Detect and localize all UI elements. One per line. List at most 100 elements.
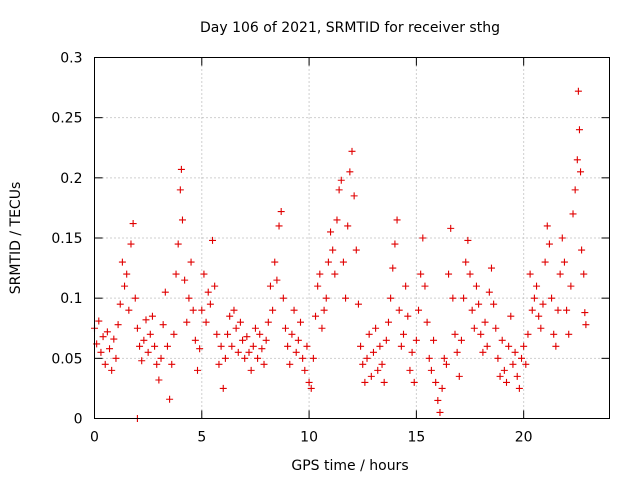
data-point	[191, 336, 199, 344]
data-point	[352, 246, 360, 254]
data-point	[114, 321, 122, 329]
data-point	[380, 378, 388, 386]
data-point	[457, 336, 465, 344]
x-tick-label: 15	[407, 430, 425, 446]
data-point	[131, 294, 139, 302]
data-point	[138, 357, 146, 365]
data-point	[384, 318, 392, 326]
data-point	[430, 336, 438, 344]
data-point	[397, 342, 405, 350]
data-point	[573, 156, 581, 164]
data-point	[194, 366, 201, 374]
data-point	[376, 342, 384, 350]
data-point	[548, 294, 556, 302]
data-point	[118, 258, 126, 266]
data-point	[309, 354, 317, 362]
data-point	[361, 378, 369, 386]
data-point	[281, 324, 289, 332]
data-point	[245, 348, 253, 356]
data-point	[168, 360, 176, 368]
data-point	[507, 312, 515, 320]
data-point	[425, 354, 433, 362]
data-point	[196, 345, 204, 353]
data-point	[389, 264, 397, 272]
data-point	[342, 294, 350, 302]
data-point	[346, 168, 354, 176]
data-point	[365, 330, 373, 338]
data-point	[451, 330, 459, 338]
data-point	[541, 258, 549, 266]
data-point	[581, 309, 589, 317]
data-point	[232, 324, 240, 332]
y-tick-label: 0.1	[60, 291, 82, 307]
data-point	[213, 330, 221, 338]
data-point	[434, 396, 442, 404]
data-point	[453, 348, 461, 356]
data-point	[518, 354, 526, 362]
x-tick-label: 0	[90, 430, 99, 446]
data-point	[485, 288, 493, 296]
data-point	[442, 360, 450, 368]
data-point	[236, 318, 244, 326]
data-point	[277, 208, 285, 216]
data-point	[378, 360, 386, 368]
data-point	[181, 276, 189, 284]
data-point	[421, 282, 429, 290]
data-point	[574, 87, 582, 95]
x-tick-label: 10	[300, 430, 318, 446]
data-point	[382, 336, 390, 344]
data-point	[496, 372, 504, 380]
data-point	[211, 282, 219, 290]
data-point	[539, 300, 547, 308]
data-point	[177, 165, 185, 173]
data-point	[477, 330, 485, 338]
data-point	[333, 216, 341, 224]
data-point	[123, 270, 131, 278]
data-point	[329, 246, 337, 254]
data-point	[554, 306, 562, 314]
data-point	[565, 330, 573, 338]
data-point	[445, 270, 453, 278]
data-point	[116, 300, 124, 308]
data-point	[350, 192, 358, 200]
data-point	[363, 354, 371, 362]
data-point	[558, 234, 566, 242]
data-point	[335, 186, 343, 194]
data-point	[503, 378, 510, 386]
data-point	[479, 348, 487, 356]
data-point	[121, 282, 129, 290]
data-point	[174, 240, 182, 248]
data-point	[556, 270, 564, 278]
data-point	[269, 306, 277, 314]
data-point	[224, 330, 232, 338]
data-point	[337, 176, 345, 184]
data-point	[172, 270, 180, 278]
data-point	[408, 348, 416, 356]
data-point	[472, 282, 480, 290]
x-tick-label: 5	[197, 430, 206, 446]
data-point	[578, 246, 586, 254]
data-point	[258, 345, 266, 353]
data-point	[99, 333, 107, 341]
data-point	[215, 360, 223, 368]
data-point	[537, 324, 545, 332]
data-point	[436, 408, 444, 416]
data-point	[163, 342, 171, 350]
data-point	[513, 372, 521, 380]
data-point	[372, 324, 380, 332]
y-tick-label: 0	[74, 412, 83, 428]
data-point	[393, 216, 401, 224]
data-point	[108, 366, 116, 374]
data-point	[256, 330, 264, 338]
data-point	[470, 324, 478, 332]
data-point	[97, 348, 105, 356]
data-point	[284, 342, 292, 350]
data-point	[260, 360, 268, 368]
data-point	[462, 258, 470, 266]
data-point	[522, 360, 530, 368]
data-point	[101, 360, 109, 368]
data-point	[142, 316, 150, 324]
data-point	[266, 282, 274, 290]
data-point	[318, 324, 326, 332]
data-point	[410, 378, 418, 386]
